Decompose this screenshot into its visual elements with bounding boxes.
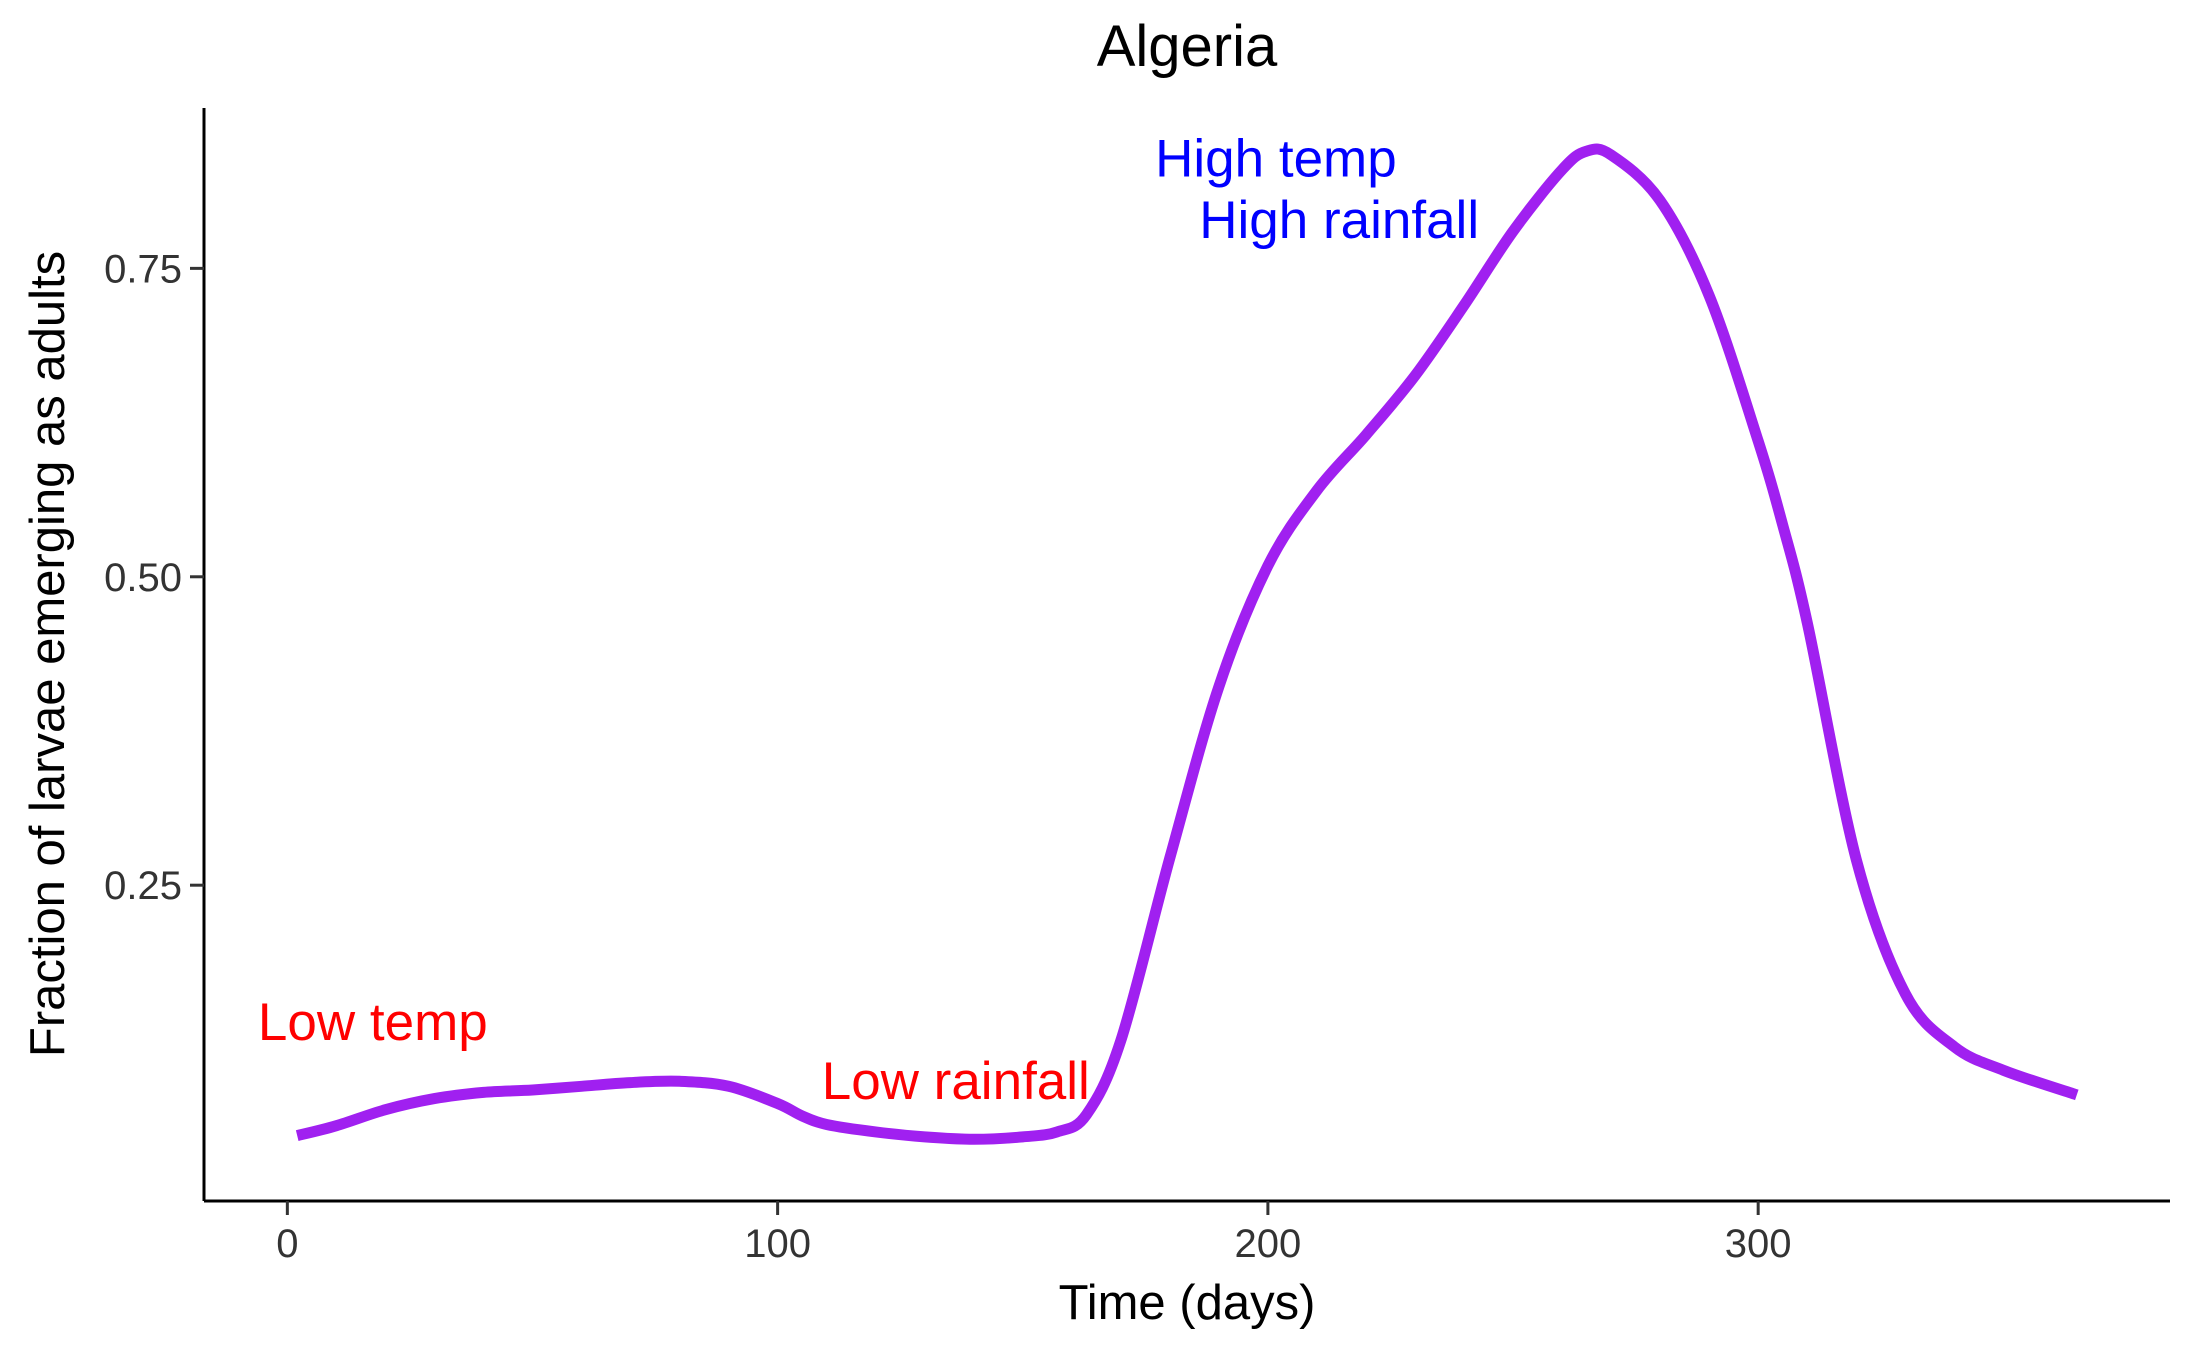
y-axis-label: Fraction of larvae emerging as adults <box>21 251 75 1057</box>
chart-title: Algeria <box>1097 14 1278 79</box>
x-tick-label: 200 <box>1235 1222 1302 1266</box>
plot-area <box>295 143 2079 1145</box>
series-line <box>295 143 2079 1145</box>
x-axis-label: Time (days) <box>1059 1276 1316 1330</box>
x-tick-label: 100 <box>744 1222 811 1266</box>
x-tick-label: 0 <box>276 1222 298 1266</box>
x-tick-label: 300 <box>1725 1222 1792 1266</box>
annotation-label: Low rainfall <box>822 1052 1090 1111</box>
y-tick-label: 0.75 <box>104 247 182 291</box>
annotation-label: High temp <box>1155 129 1397 188</box>
y-tick-label: 0.50 <box>104 556 182 600</box>
annotation-label: Low temp <box>258 993 488 1052</box>
x-ticks: 0 100 200 300 <box>276 1201 1792 1266</box>
annotation-label: High rainfall <box>1199 191 1479 250</box>
y-tick-label: 0.25 <box>104 864 182 908</box>
y-ticks: 0.25 0.50 0.75 <box>104 247 204 908</box>
